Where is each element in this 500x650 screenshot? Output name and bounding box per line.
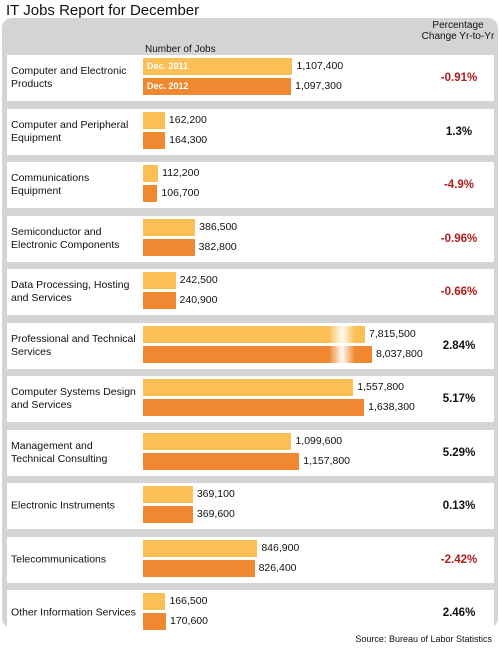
row-0: Computer and Electronic Products Dec. 201… bbox=[7, 55, 494, 101]
category-label: Communications Equipment bbox=[11, 172, 90, 197]
pct-change-value: -0.91% bbox=[440, 72, 478, 84]
legend-dec-2011: Dec. 2011 bbox=[147, 61, 189, 71]
bar-dec-2012 bbox=[143, 506, 193, 523]
pct-change-value: -0.96% bbox=[440, 232, 478, 245]
value-label-2012: 1,157,800 bbox=[303, 454, 351, 467]
category-label: Electronic Instruments bbox=[11, 499, 115, 512]
value-label-2012: 164,300 bbox=[169, 133, 208, 146]
pct-change-value: 5.29% bbox=[442, 446, 476, 459]
row-7: Management and Technical Consulting 1,099… bbox=[7, 429, 494, 476]
value-label-2011: 242,500 bbox=[179, 274, 218, 286]
pct-change-value: -2.42% bbox=[440, 553, 478, 566]
bar-dec-2011 bbox=[143, 432, 292, 450]
bar-dec-2012 bbox=[143, 452, 300, 470]
bar-dec-2011 bbox=[143, 111, 165, 129]
category-label: Data Processing, Hosting and Services bbox=[11, 279, 130, 304]
pct-change-value: 2.84% bbox=[442, 339, 476, 352]
bar-dec-2012 bbox=[143, 131, 166, 149]
pct-change-header: Percentage Change Yr-to-Yr bbox=[421, 20, 495, 42]
row-3: Semiconductor and Electronic Components 3… bbox=[7, 215, 494, 262]
row-4: Data Processing, Hosting and Services 242… bbox=[7, 269, 494, 315]
value-label-2011: 166,500 bbox=[169, 595, 208, 607]
bar-dec-2011 bbox=[143, 165, 159, 182]
row-2: Communications Equipment 112,200 106,700 -4… bbox=[7, 162, 494, 208]
value-label-2012: 369,600 bbox=[196, 508, 235, 520]
pct-change-value: 2.46% bbox=[442, 607, 476, 619]
value-label-2012: 240,900 bbox=[179, 294, 218, 306]
value-label-2011: 1,099,600 bbox=[295, 434, 343, 447]
row-5: Professional and Technical Services 7,815… bbox=[7, 322, 494, 369]
source-note: Source: Bureau of Labor Statistics bbox=[355, 634, 492, 644]
category-label: Management and Technical Consulting bbox=[11, 439, 108, 465]
bar-dec-2011 bbox=[143, 539, 258, 557]
bar-dec-2012 bbox=[143, 238, 195, 256]
category-label: Professional and Technical Services bbox=[11, 332, 136, 358]
bar-dec-2011 bbox=[143, 58, 293, 75]
value-label-2011: 1,557,800 bbox=[357, 381, 405, 393]
category-label: Computer and Electronic Products bbox=[11, 65, 127, 90]
value-label-2012: 8,037,800 bbox=[376, 347, 423, 360]
axis-break bbox=[329, 325, 355, 366]
value-label-2012: 170,600 bbox=[170, 615, 208, 627]
row-1: Computer and Peripheral Equipment 162,200… bbox=[7, 108, 494, 155]
x-axis-label: Number of Jobs bbox=[145, 44, 216, 55]
value-label-2011: 369,100 bbox=[196, 488, 235, 500]
category-label: Other Information Services bbox=[11, 606, 136, 619]
row-6: Computer Systems Design and Services 1,55… bbox=[7, 376, 494, 422]
category-label: Telecommunications bbox=[11, 553, 107, 565]
value-label-2011: 112,200 bbox=[162, 167, 200, 179]
pct-change-value: -0.66% bbox=[440, 286, 478, 298]
bar-dec-2012 bbox=[143, 399, 365, 416]
category-label: Computer and Peripheral Equipment bbox=[11, 118, 129, 144]
pct-change-value: 1.3% bbox=[445, 125, 473, 138]
value-label-2012: 1,097,300 bbox=[295, 80, 342, 92]
chart-title: IT Jobs Report for December bbox=[6, 2, 200, 19]
value-label-2012: 382,800 bbox=[198, 240, 237, 253]
bar-dec-2012 bbox=[143, 559, 255, 577]
value-label-2011: 846,900 bbox=[261, 541, 300, 554]
row-9: Telecommunications 846,900 826,400 -2.42% bbox=[7, 536, 494, 583]
value-label-2012: 1,638,300 bbox=[368, 401, 415, 413]
bar-dec-2011 bbox=[143, 593, 166, 610]
pct-change-value: 5.17% bbox=[442, 393, 476, 405]
value-label-2012: 826,400 bbox=[258, 561, 297, 574]
bar-dec-2012 bbox=[143, 185, 158, 202]
category-label: Computer Systems Design and Services bbox=[11, 386, 136, 411]
bar-dec-2012 bbox=[143, 613, 167, 630]
bar-dec-2012 bbox=[143, 292, 176, 309]
bar-dec-2012 bbox=[143, 345, 372, 363]
pct-change-value: -4.9% bbox=[443, 179, 475, 191]
value-label-2011: 1,107,400 bbox=[296, 60, 344, 72]
pct-change-value: 0.13% bbox=[442, 500, 476, 512]
value-label-2011: 162,200 bbox=[168, 113, 207, 126]
bar-dec-2012 bbox=[143, 78, 292, 95]
bar-dec-2011 bbox=[143, 379, 354, 396]
value-label-2011: 386,500 bbox=[199, 220, 238, 233]
row-10: Other Information Services 166,500 170,600… bbox=[7, 590, 494, 636]
bar-dec-2011 bbox=[143, 272, 176, 289]
legend-dec-2012: Dec. 2012 bbox=[147, 81, 189, 91]
bar-dec-2011 bbox=[143, 486, 193, 503]
value-label-2012: 106,700 bbox=[161, 187, 200, 199]
bar-dec-2011 bbox=[143, 325, 365, 343]
category-label: Semiconductor and Electronic Components bbox=[11, 225, 120, 251]
value-label-2011: 7,815,500 bbox=[369, 327, 416, 340]
row-8: Electronic Instruments 369,100 369,600 0.13… bbox=[7, 483, 494, 529]
bar-dec-2011 bbox=[143, 218, 196, 236]
